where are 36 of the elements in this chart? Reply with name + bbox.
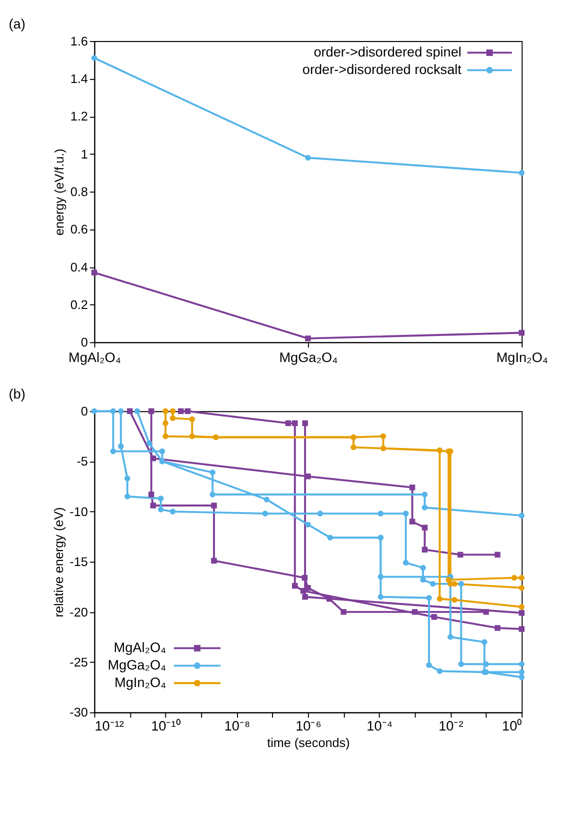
legend-label: MgGa₂O₄ <box>108 658 167 673</box>
legend-label: order->disordered rocksalt <box>302 62 462 78</box>
y-tick-label: 1 <box>80 147 88 162</box>
y-tick-label: -30 <box>70 706 88 720</box>
y-axis-title: relative energy (eV) <box>52 507 66 618</box>
x-tick-label: 10⁻¹² <box>94 718 124 734</box>
x-tick-label: MgGa₂O₄ <box>279 350 338 366</box>
x-tick-label: 10⁻⁶ <box>296 718 322 734</box>
x-tick-label: 10⁻⁴ <box>366 718 393 734</box>
y-tick-label: -20 <box>70 605 88 620</box>
x-tick-label: MgAl₂O₄ <box>68 350 122 366</box>
y-tick-label: 0.2 <box>70 298 88 312</box>
y-tick-label: 0.4 <box>70 260 88 274</box>
y-tick-label: -25 <box>70 655 88 670</box>
y-tick-label: 0.8 <box>70 184 88 199</box>
y-tick-label: 1.4 <box>70 72 88 86</box>
legend-label: MgIn₂O₄ <box>114 675 167 690</box>
y-axis-title: energy (eV/f.u.) <box>52 148 67 236</box>
chart-title: (b) <box>8 386 26 402</box>
y-tick-label: 1.6 <box>70 34 88 48</box>
y-tick-label: 1.2 <box>70 110 88 124</box>
y-tick-label: -10 <box>70 504 88 519</box>
x-axis-title: time (seconds) <box>267 736 350 750</box>
legend-label: order->disordered spinel <box>314 44 462 60</box>
y-tick-label: 0.6 <box>70 222 88 237</box>
x-tick-label: 10⁻² <box>438 718 464 734</box>
chart-title: (a) <box>8 16 26 32</box>
x-tick-label: MgIn₂O₄ <box>496 350 548 366</box>
y-tick-label: 0 <box>80 336 88 350</box>
y-tick-label: -15 <box>70 555 88 570</box>
y-tick-label: -5 <box>76 454 88 469</box>
x-tick-label: 10⁻⁸ <box>224 718 250 734</box>
legend-label: MgAl₂O₄ <box>114 640 167 656</box>
x-tick-label: 10⁻¹⁰ <box>151 718 181 734</box>
x-tick-label: 10⁰ <box>502 718 522 734</box>
y-tick-label: 0 <box>80 404 88 419</box>
